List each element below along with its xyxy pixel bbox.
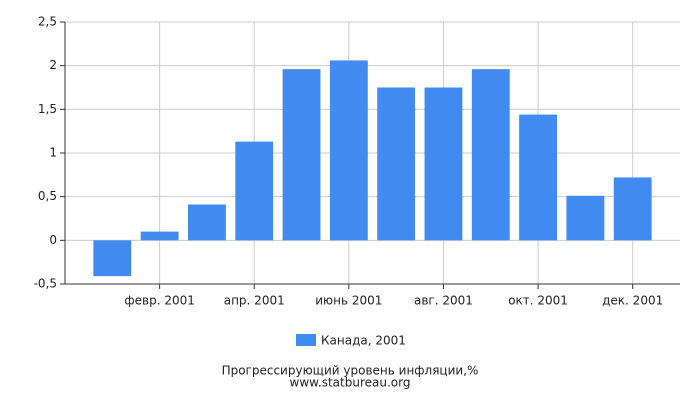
legend-swatch (296, 334, 316, 346)
y-tick-label: 2,5 (38, 15, 57, 29)
y-tick-label: 2 (49, 58, 57, 72)
source: www.statbureau.org (290, 376, 411, 390)
x-tick-label: дек. 2001 (602, 294, 663, 308)
bar (188, 204, 226, 241)
bar (424, 87, 463, 241)
y-tick-label: 1,5 (38, 102, 57, 116)
y-tick-label: -0,5 (34, 277, 57, 291)
y-tick-label: 0,5 (38, 189, 57, 203)
bar (471, 69, 510, 241)
bar (613, 177, 652, 241)
bar (235, 141, 274, 241)
bar (140, 231, 179, 241)
y-tick-label: 0 (49, 233, 57, 247)
x-tick-label: апр. 2001 (224, 294, 285, 308)
chart-title: Прогрессирующий уровень инфляции,% (222, 364, 479, 378)
bar (93, 240, 132, 277)
bar (282, 69, 321, 241)
bar (519, 114, 557, 241)
x-tick-label: окт. 2001 (508, 294, 568, 308)
y-tick-label: 1 (49, 146, 57, 160)
bar (329, 60, 368, 241)
bar (377, 87, 416, 241)
bar (566, 195, 605, 241)
legend-label: Канада, 2001 (321, 334, 406, 348)
x-tick-label: июнь 2001 (315, 294, 382, 308)
x-tick-label: авг. 2001 (414, 294, 473, 308)
x-tick-label: февр. 2001 (124, 294, 195, 308)
